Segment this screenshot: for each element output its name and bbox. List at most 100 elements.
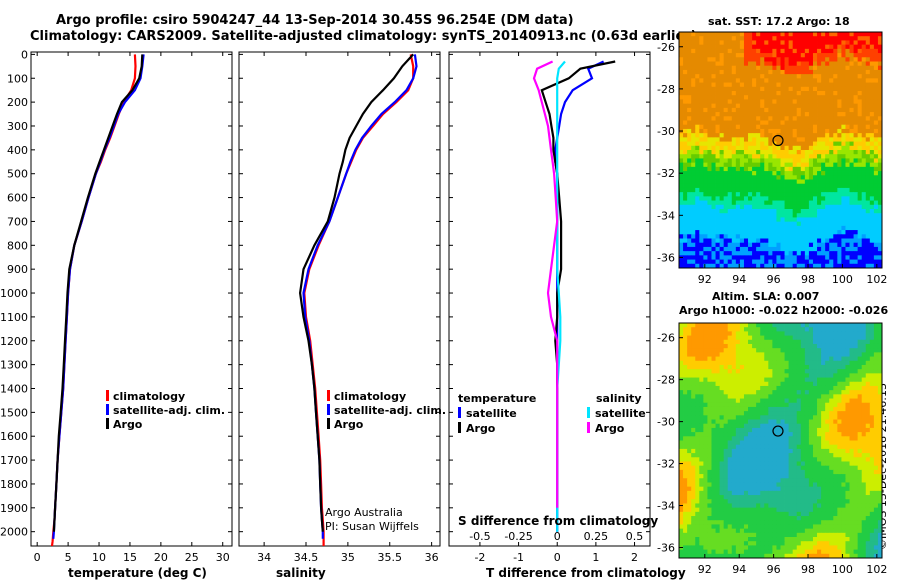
sla-map-cell bbox=[841, 461, 846, 467]
sla-map-cell bbox=[695, 478, 700, 483]
sla-map-cell bbox=[845, 436, 850, 441]
sst-map-cell bbox=[707, 40, 712, 46]
sst-map-cell bbox=[877, 221, 883, 227]
sst-map-cell bbox=[877, 154, 883, 159]
sla-map-cell bbox=[796, 327, 802, 332]
sst-map-cell bbox=[873, 162, 879, 168]
sst-map-cell bbox=[776, 158, 781, 164]
sla-map-cell bbox=[711, 453, 716, 458]
sst-map-cell bbox=[841, 221, 846, 227]
sla-map-cell bbox=[812, 402, 818, 408]
sst-map-cell bbox=[727, 154, 733, 159]
sst-map-cell bbox=[825, 234, 830, 239]
sst-map-cell bbox=[703, 99, 708, 105]
sst-map-cell bbox=[703, 61, 708, 67]
sst-map-cell bbox=[703, 230, 708, 235]
sst-map-cell bbox=[812, 162, 818, 168]
sst-map-cell bbox=[817, 103, 822, 109]
sla-map-cell bbox=[687, 398, 692, 404]
sst-map-cell bbox=[857, 99, 863, 105]
sla-map-cell bbox=[857, 348, 863, 353]
sst-map-cell bbox=[857, 128, 863, 134]
sla-map-cell bbox=[784, 323, 790, 328]
sst-map-cell bbox=[804, 120, 810, 126]
sla-map-cell bbox=[695, 369, 700, 374]
sst-map-cell bbox=[877, 91, 883, 96]
sla-map-cell bbox=[808, 457, 814, 462]
sst-map-cell bbox=[743, 53, 749, 58]
sla-map-cell bbox=[691, 423, 696, 429]
sst-map-cell bbox=[683, 53, 688, 58]
sla-map-cell bbox=[723, 335, 729, 341]
sla-map-cell bbox=[707, 381, 712, 387]
sst-map-cell bbox=[817, 187, 822, 193]
sst-map-cell bbox=[727, 48, 733, 54]
sla-map-cell bbox=[792, 423, 798, 429]
sla-map-cell bbox=[780, 419, 785, 425]
sla-map-cell bbox=[723, 432, 729, 437]
sla-map-cell bbox=[784, 398, 790, 404]
sst-map-cell bbox=[877, 158, 883, 164]
sla-map-cell bbox=[776, 427, 781, 433]
sst-map-cell bbox=[877, 99, 883, 105]
sla-map-cell bbox=[739, 348, 745, 353]
sla-map-cell bbox=[788, 385, 794, 391]
sst-map-cell bbox=[711, 166, 716, 172]
sst-map-cell bbox=[679, 158, 684, 164]
sla-map-cell bbox=[739, 356, 745, 362]
sst-map-cell bbox=[683, 183, 688, 189]
sla-map-cell bbox=[812, 394, 818, 399]
sst-map-cell bbox=[703, 116, 708, 121]
sla-map-cell bbox=[743, 398, 749, 404]
sla-map-cell bbox=[731, 394, 737, 399]
sst-map-cell bbox=[837, 192, 842, 197]
sst-map-cell bbox=[837, 158, 842, 164]
sla-map-cell bbox=[796, 394, 802, 399]
sla-map-cell bbox=[865, 406, 871, 412]
sst-map-cell bbox=[739, 145, 745, 151]
sst-map-cell bbox=[691, 192, 696, 197]
sst-map-cell bbox=[780, 179, 785, 185]
sst-map-cell bbox=[825, 40, 830, 46]
sst-map-cell bbox=[812, 120, 818, 126]
sst-map-cell bbox=[861, 209, 867, 214]
sla-map-cell bbox=[735, 448, 741, 454]
sst-map-cell bbox=[723, 171, 729, 176]
sst-map-cell bbox=[841, 48, 846, 54]
sla-map-cell bbox=[845, 411, 850, 416]
sst-map-cell bbox=[739, 192, 745, 197]
sst-map-cell bbox=[804, 32, 810, 37]
sst-map-cell bbox=[808, 192, 814, 197]
sst-map-cell bbox=[735, 251, 741, 256]
sst-map-cell bbox=[707, 48, 712, 54]
sst-map-cell bbox=[735, 99, 741, 105]
sst-map-cell bbox=[764, 234, 769, 239]
sla-map-cell bbox=[699, 406, 704, 412]
sst-map-cell bbox=[877, 183, 883, 189]
sst-map-cell bbox=[679, 61, 684, 67]
sst-map-cell bbox=[837, 133, 842, 138]
sst-map-cell bbox=[739, 69, 745, 75]
sst-map-cell bbox=[853, 213, 859, 218]
sla-map-cell bbox=[873, 432, 879, 437]
sst-map-cell bbox=[784, 238, 790, 244]
sst-map-cell bbox=[821, 141, 826, 147]
sst-map-cell bbox=[735, 44, 741, 50]
sst-map-cell bbox=[788, 53, 794, 58]
sla-map-cell bbox=[845, 343, 850, 349]
sla-map-cell bbox=[784, 436, 790, 441]
sst-map-cell bbox=[743, 78, 749, 83]
sla-map-cell bbox=[764, 343, 769, 349]
sst-map-cell bbox=[861, 242, 867, 248]
sst-map-cell bbox=[772, 57, 777, 62]
sst-map-cell bbox=[699, 112, 704, 117]
sst-map-cell bbox=[788, 91, 794, 96]
sst-map-cell bbox=[687, 133, 692, 138]
sla-map-cell bbox=[853, 427, 859, 433]
sla-map-cell bbox=[719, 478, 725, 483]
sst-map-cell bbox=[869, 145, 875, 151]
sla-map-cell bbox=[695, 339, 700, 345]
sla-map-cell bbox=[817, 474, 822, 479]
sla-map-cell bbox=[849, 402, 854, 408]
sst-map-cell bbox=[715, 74, 720, 79]
